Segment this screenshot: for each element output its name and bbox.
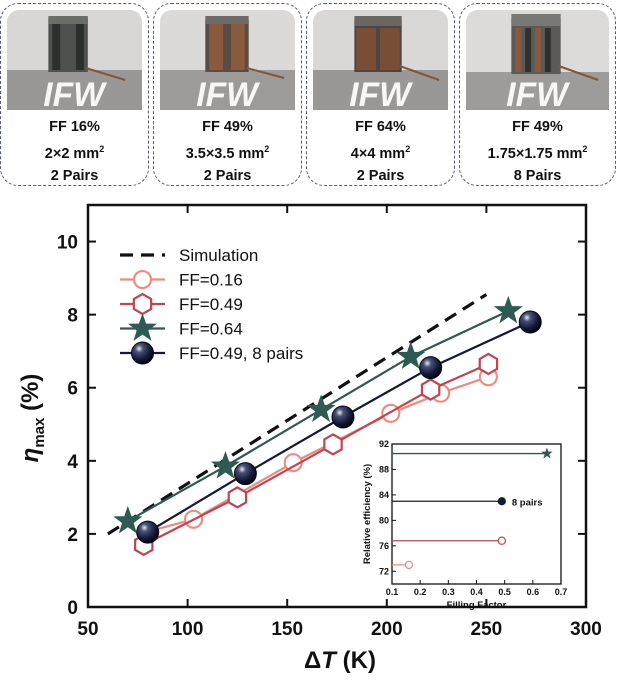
sample-card-1: IFW FF 16% 2×2 mm2 2 Pairs — [0, 3, 149, 186]
data-point — [113, 505, 143, 534]
inset-point — [404, 560, 414, 570]
legend-label: FF=0.64 — [179, 320, 243, 339]
pillar-size-label: 3.5×3.5 mm2 — [185, 144, 270, 162]
legend-marker — [132, 292, 153, 316]
data-point — [419, 356, 443, 380]
plot-frame — [86, 203, 588, 609]
inset-y-tick-label: 76 — [379, 541, 389, 551]
inset-point — [497, 497, 506, 506]
inset-x-tick-label: 0.1 — [386, 587, 399, 597]
data-point — [493, 295, 523, 324]
data-point — [227, 486, 248, 509]
pairs-label: 2 Pairs — [50, 167, 99, 184]
ifw-logo: IFW — [196, 76, 261, 110]
y-tick-label: 0 — [67, 598, 78, 619]
sample-card-3: IFW FF 64% 4×4 mm2 2 Pairs — [306, 3, 455, 186]
data-point — [306, 394, 336, 423]
inset-x-tick-label: 0.3 — [442, 587, 455, 597]
data-point — [478, 352, 499, 376]
pairs-label: 8 Pairs — [513, 167, 562, 184]
inset-point — [541, 447, 553, 459]
fill-factor-label: FF 16% — [49, 119, 100, 135]
x-tick-label: 150 — [271, 619, 303, 640]
series-line — [107, 293, 488, 536]
sample-photo: IFW — [466, 10, 609, 110]
fill-factor-label: FF 49% — [202, 119, 253, 135]
inset-x-tick-label: 0.5 — [498, 587, 511, 597]
ifw-logo: IFW — [506, 76, 571, 110]
x-tick-label: 300 — [570, 619, 602, 640]
x-tick-label: 250 — [471, 619, 503, 640]
pillar-size-label: 2×2 mm2 — [44, 144, 105, 162]
legend-marker — [131, 341, 154, 365]
data-point — [233, 462, 257, 486]
legend-marker — [127, 313, 158, 341]
pillar-size-label: 1.75×1.75 mm2 — [487, 144, 588, 162]
y-tick-label: 4 — [67, 452, 78, 473]
sample-photo: IFW — [160, 10, 295, 110]
data-point — [518, 310, 542, 334]
inset-x-tick-label: 0.4 — [470, 587, 483, 597]
y-tick-label: 6 — [67, 379, 78, 400]
inset-y-tick-label: 88 — [379, 464, 389, 474]
legend-label: FF=0.16 — [179, 271, 243, 290]
inset-x-tick-label: 0.2 — [414, 587, 427, 597]
inset-y-tick-label: 84 — [379, 490, 389, 500]
x-tick-label: 50 — [77, 619, 98, 640]
data-point — [331, 405, 355, 429]
x-tick-label: 100 — [172, 619, 204, 640]
data-point — [136, 520, 160, 544]
sample-photo: IFW — [313, 10, 448, 110]
inset-x-tick-label: 0.6 — [527, 587, 540, 597]
fill-factor-label: FF 64% — [355, 119, 406, 135]
x-tick-label: 200 — [371, 619, 403, 640]
sample-card-4: IFW FF 49% 1.75×1.75 mm2 8 Pairs — [459, 3, 616, 186]
inset-annotation: 8 pairs — [512, 497, 543, 508]
inset-y-tick-label: 80 — [379, 515, 389, 525]
legend-label: FF=0.49, 8 pairs — [179, 344, 303, 363]
inset-x-tick-label: 0.7 — [555, 587, 568, 597]
legend-label: FF=0.49 — [179, 295, 243, 314]
y-axis-label: ηmax (%) — [17, 374, 48, 463]
sample-photo: IFW — [7, 10, 142, 110]
y-tick-label: 2 — [67, 525, 78, 546]
x-axis-label: ΔT (K) — [304, 647, 376, 674]
inset-frame — [391, 443, 562, 585]
data-point — [210, 451, 240, 479]
y-tick-label: 10 — [57, 233, 78, 254]
ifw-logo: IFW — [349, 76, 414, 110]
data-point — [396, 341, 426, 370]
inset-x-axis-label: Filling Factor — [447, 600, 507, 611]
inset-y-tick-label: 72 — [379, 566, 389, 576]
legend-marker — [132, 269, 153, 290]
pairs-label: 2 Pairs — [356, 167, 405, 184]
pairs-label: 2 Pairs — [203, 167, 252, 184]
legend-label: Simulation — [179, 246, 258, 265]
pillar-size-label: 4×4 mm2 — [350, 144, 411, 162]
inset-y-tick-label: 92 — [379, 439, 389, 449]
y-tick-label: 8 — [67, 306, 78, 327]
ifw-logo: IFW — [43, 76, 108, 110]
sample-card-2: IFW FF 49% 3.5×3.5 mm2 2 Pairs — [153, 3, 302, 186]
data-point — [420, 378, 441, 401]
data-point — [323, 433, 343, 456]
fill-factor-label: FF 49% — [512, 119, 563, 135]
inset-y-axis-label: Relative efficiency (%) — [362, 464, 373, 564]
inset-point — [497, 536, 507, 545]
